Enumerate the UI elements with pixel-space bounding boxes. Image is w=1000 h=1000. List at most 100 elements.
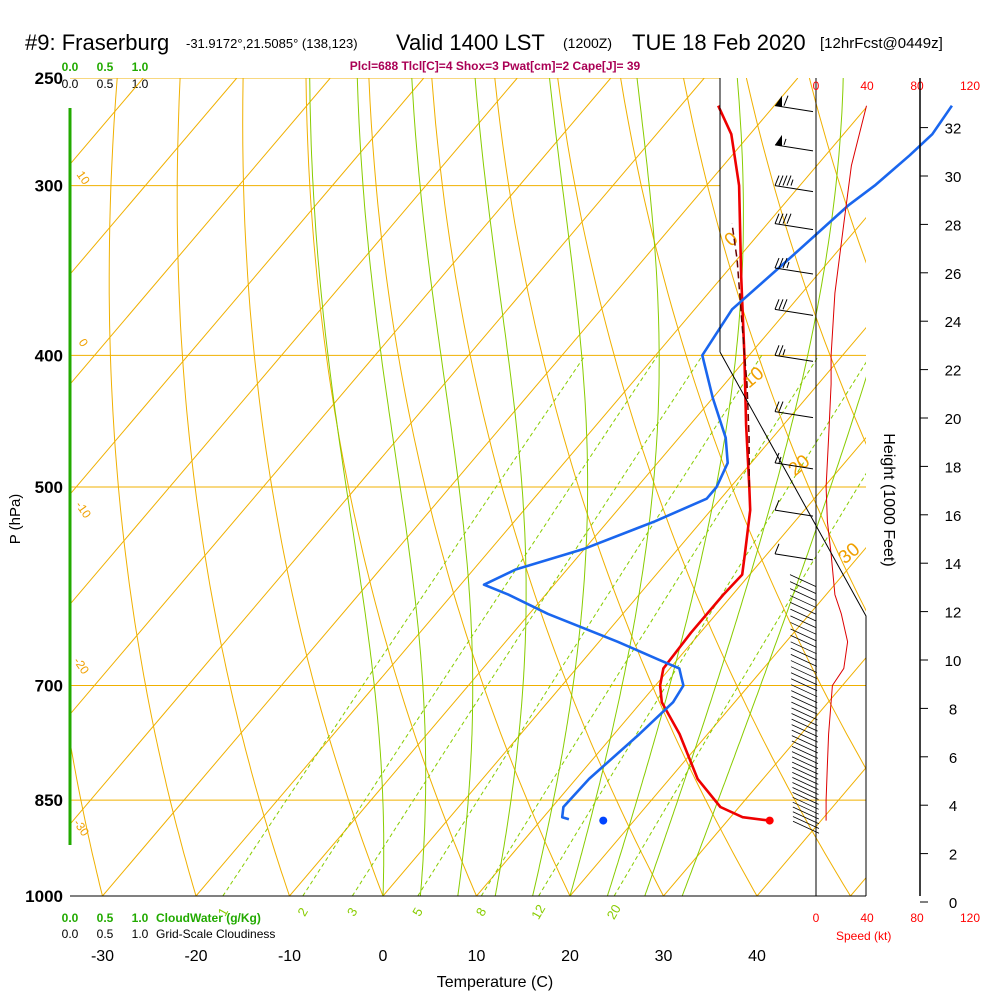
wind-barb-lower — [790, 635, 817, 648]
pressure-label-850: 850 — [35, 791, 63, 810]
isotherm--40 — [70, 78, 705, 826]
height-label-14: 14 — [945, 556, 962, 573]
height-label-26: 26 — [945, 266, 962, 283]
wind-barb-lower — [792, 816, 820, 829]
moist-adiabat — [606, 78, 744, 896]
cloud-scale-green-bottom: 0.0 — [62, 911, 79, 925]
dry-adiabat — [70, 738, 103, 896]
wind-barb — [774, 134, 814, 152]
dry-adiabat — [494, 78, 758, 896]
wind-barb-lower — [790, 628, 817, 642]
cloud-scale-black-top: 0.5 — [97, 77, 114, 91]
isotherm-label: 10 — [74, 168, 93, 187]
isotherm--30 — [102, 78, 799, 896]
speed-tick-bottom: 120 — [960, 911, 980, 925]
mixing-ratio-label: 8 — [473, 905, 490, 919]
isotherm-50 — [850, 876, 866, 896]
temp-tick-40: 40 — [748, 948, 766, 965]
wind-barb — [774, 175, 814, 193]
height-label-28: 28 — [945, 217, 962, 234]
dry-adiabat — [935, 78, 1000, 896]
wind-barb-lower — [792, 820, 820, 834]
height-label-4: 4 — [949, 798, 957, 815]
mixing-ratio-label: 20 — [604, 902, 624, 922]
height-label-30: 30 — [945, 169, 962, 186]
dry-adiabat — [368, 78, 571, 896]
wind-barb-lower — [791, 745, 819, 759]
isotherm-label: -20 — [71, 655, 93, 678]
height-label-10: 10 — [945, 653, 962, 670]
cloud-scale-green-top: 0.5 — [97, 60, 114, 74]
grid-lines — [70, 78, 1000, 896]
station-title: #9: Fraserburg — [25, 30, 169, 55]
height-label-0: 0 — [949, 895, 957, 912]
wind-barb-lower — [792, 801, 819, 815]
speed-tick-top: 80 — [910, 79, 924, 93]
temp-tick-10: 10 — [468, 948, 486, 965]
temperature-profile-line — [658, 105, 770, 822]
wind-barb — [774, 345, 814, 362]
isotherm-30 — [663, 656, 866, 896]
wind-barb-lower — [792, 811, 820, 825]
moist-adiabat — [681, 376, 866, 896]
wind-barb-lower — [792, 761, 819, 775]
isotherm-0 — [382, 326, 866, 896]
height-label-22: 22 — [945, 363, 962, 380]
speed-tick-top: 40 — [860, 79, 874, 93]
wind-barb-lower — [792, 792, 819, 805]
wind-barb-lower — [792, 806, 819, 820]
isotherm--50 — [70, 78, 612, 716]
mixing-ratio-line — [480, 355, 820, 896]
isotherm-label: 10 — [739, 363, 769, 393]
height-label-20: 20 — [945, 411, 962, 428]
wind-barb-lower — [792, 796, 819, 810]
mixing-ratio-line — [222, 355, 586, 896]
speed-tick-bottom: 40 — [860, 911, 874, 925]
wind-barb-lower — [790, 602, 817, 615]
isotherm--80 — [70, 78, 331, 386]
wind-barb-lower — [791, 735, 818, 748]
mixing-ratio-line — [351, 355, 703, 896]
dry-adiabat — [620, 78, 866, 770]
mixing-ratio-label: 12 — [528, 902, 548, 922]
mixing-ratio-label: 5 — [409, 905, 426, 919]
cloudwater-label: CloudWater (g/Kg) — [156, 911, 261, 925]
wind-barb-lower — [789, 581, 817, 595]
moist-adiabat — [356, 78, 427, 896]
wind-barb-lower — [790, 622, 817, 635]
cloud-scale-black-top: 1.0 — [132, 77, 149, 91]
speed-tick-bottom: 80 — [910, 911, 924, 925]
isotherm--60 — [70, 78, 518, 606]
height-label-8: 8 — [949, 701, 957, 718]
wind-barb-lower — [790, 660, 818, 673]
wind-barb-lower — [791, 740, 819, 754]
mixing-ratio-line — [417, 355, 763, 896]
speed-tick-bottom: 0 — [813, 911, 820, 925]
isotherm--90 — [70, 78, 238, 276]
wind-barb-lower — [791, 718, 818, 732]
station-coords: -31.9172°,21.5085° (138,123) — [186, 36, 358, 51]
wind-barb-lower — [791, 696, 818, 709]
wind-barb-lower — [792, 777, 819, 790]
height-label-32: 32 — [945, 121, 962, 138]
wind-barb — [774, 543, 814, 561]
wind-barb-lower — [790, 678, 818, 692]
pressure-label-700: 700 — [35, 677, 63, 696]
height-label-18: 18 — [945, 459, 962, 476]
height-label-12: 12 — [945, 605, 962, 622]
wind-barb — [774, 401, 814, 419]
wind-barb-lower — [791, 690, 818, 703]
wind-barb-lower — [792, 787, 819, 800]
wind-barb-lower — [791, 713, 818, 726]
isotherm-10 — [476, 436, 866, 896]
profiles — [482, 95, 953, 834]
wind-barb-lower — [790, 595, 817, 608]
temp-tick-0: 0 — [379, 948, 388, 965]
wind-barb — [774, 499, 814, 517]
valid-time: Valid 1400 LST — [396, 30, 545, 55]
isotherm--20 — [195, 106, 866, 896]
cloud-scale-green-bottom: 1.0 — [132, 911, 149, 925]
temp-tick--10: -10 — [278, 948, 301, 965]
wind-barb-lower — [791, 729, 818, 743]
